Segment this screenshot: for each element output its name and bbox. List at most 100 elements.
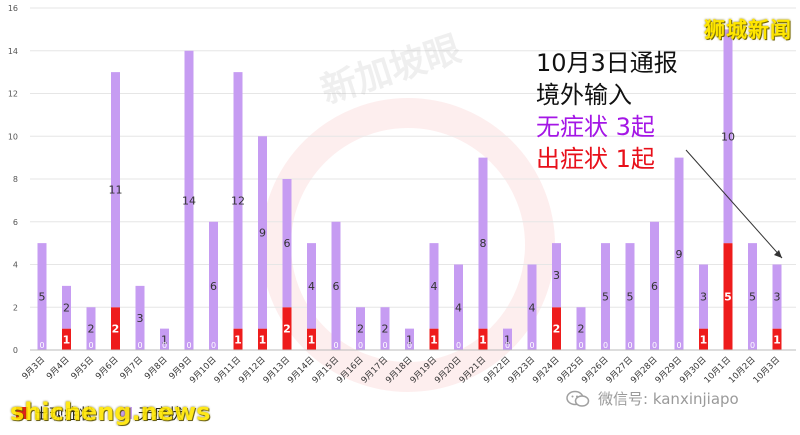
data-label-asymptomatic: 3 xyxy=(774,291,781,304)
zero-label: 0 xyxy=(382,341,387,350)
data-label-symptomatic: 1 xyxy=(63,333,71,346)
bar-asymptomatic xyxy=(674,157,684,350)
data-label-asymptomatic: 5 xyxy=(602,291,609,304)
bar-symptomatic xyxy=(282,307,292,350)
data-label-asymptomatic: 2 xyxy=(88,323,95,336)
data-label-symptomatic: 2 xyxy=(283,323,291,336)
bar-asymptomatic xyxy=(331,221,341,350)
legend-item-symptomatic: 出现症状 xyxy=(16,403,94,424)
data-label-asymptomatic: 3 xyxy=(137,312,144,325)
data-label-asymptomatic: 2 xyxy=(357,323,364,336)
data-label-asymptomatic: 1 xyxy=(504,333,511,346)
data-label-asymptomatic: 6 xyxy=(651,280,658,293)
data-label-asymptomatic: 4 xyxy=(431,280,438,293)
data-label-symptomatic: 2 xyxy=(112,323,120,336)
data-label-asymptomatic: 14 xyxy=(182,194,196,207)
zero-label: 0 xyxy=(652,341,657,350)
zero-label: 0 xyxy=(578,341,583,350)
brand-logo-top: 狮城新闻 xyxy=(704,18,792,42)
x-tick-label: 9月7日 xyxy=(118,355,145,382)
bar-asymptomatic xyxy=(552,243,561,308)
bar-asymptomatic xyxy=(258,136,267,329)
data-label-symptomatic: 1 xyxy=(234,333,242,346)
bar-asymptomatic xyxy=(429,243,439,329)
bar-asymptomatic xyxy=(503,328,512,350)
zero-label: 0 xyxy=(358,341,363,350)
data-label-symptomatic: 2 xyxy=(553,323,561,336)
bar-asymptomatic xyxy=(601,243,610,350)
data-label-asymptomatic: 4 xyxy=(308,280,315,293)
data-label-asymptomatic: 1 xyxy=(161,333,168,346)
data-label-symptomatic: 1 xyxy=(700,333,708,346)
y-tick-label: 8 xyxy=(13,175,18,184)
bar-asymptomatic xyxy=(86,307,96,350)
zero-label: 0 xyxy=(750,341,755,350)
x-tick-label: 10月3日 xyxy=(752,355,783,386)
bar-asymptomatic xyxy=(650,221,659,350)
y-tick-label: 14 xyxy=(8,47,18,56)
bar-asymptomatic xyxy=(233,72,243,329)
legend-label-symptomatic: 出现症状 xyxy=(34,404,95,423)
bar-asymptomatic xyxy=(723,29,733,244)
bar-asymptomatic xyxy=(37,243,47,350)
bar-asymptomatic xyxy=(282,179,292,308)
zero-label: 0 xyxy=(186,341,191,350)
bar-asymptomatic xyxy=(160,328,169,350)
legend: 出现症状 无症状 xyxy=(16,401,209,425)
zero-label: 0 xyxy=(407,341,412,350)
data-label-asymptomatic: 5 xyxy=(39,291,46,304)
bar-asymptomatic xyxy=(380,307,390,350)
y-tick-label: 12 xyxy=(8,90,18,99)
bar-symptomatic xyxy=(478,328,488,350)
callout-arrow-head xyxy=(774,250,782,258)
zero-label: 0 xyxy=(676,341,681,350)
data-label-asymptomatic: 2 xyxy=(578,323,585,336)
y-tick-label: 16 xyxy=(8,4,18,13)
callout-line-3: 无症状 3起 xyxy=(536,113,655,141)
data-label-symptomatic: 1 xyxy=(259,333,267,346)
x-tick-label: 9月8日 xyxy=(143,355,170,382)
legend-label-asymptomatic: 无症状 xyxy=(138,404,184,423)
bar-asymptomatic xyxy=(62,285,71,329)
zero-label: 0 xyxy=(333,341,338,350)
bar-symptomatic xyxy=(111,307,120,350)
data-label-asymptomatic: 12 xyxy=(231,194,245,207)
callout-line-2: 境外输入 xyxy=(536,81,632,109)
data-label-asymptomatic: 1 xyxy=(406,333,413,346)
data-label-asymptomatic: 6 xyxy=(210,280,217,293)
footer-brand-logo: shicheng.news xyxy=(10,398,211,426)
data-label-asymptomatic: 2 xyxy=(382,323,389,336)
zero-label: 0 xyxy=(137,341,142,350)
bar-asymptomatic xyxy=(699,264,708,329)
data-label-asymptomatic: 9 xyxy=(259,226,266,239)
legend-swatch-symptomatic xyxy=(16,407,28,419)
zero-label: 0 xyxy=(162,341,167,350)
zero-label: 0 xyxy=(529,341,534,350)
bar-asymptomatic xyxy=(135,285,145,350)
bar-asymptomatic xyxy=(527,264,537,350)
data-label-asymptomatic: 6 xyxy=(284,237,291,250)
callout-line-1: 10月3日通报 xyxy=(536,49,678,77)
zero-label: 0 xyxy=(603,341,608,350)
data-label-asymptomatic: 5 xyxy=(749,291,756,304)
y-tick-label: 2 xyxy=(13,303,18,312)
watermark-circle xyxy=(261,98,555,392)
data-label-asymptomatic: 3 xyxy=(553,269,560,282)
bar-asymptomatic xyxy=(454,264,463,350)
bar-asymptomatic xyxy=(772,264,782,329)
bar-symptomatic xyxy=(429,328,439,350)
y-tick-label: 6 xyxy=(13,218,18,227)
data-label-asymptomatic: 3 xyxy=(700,291,707,304)
wechat-label: 微信号: kanxinjiapo xyxy=(598,390,739,408)
bar-symptomatic xyxy=(552,307,561,350)
bar-asymptomatic xyxy=(307,243,316,329)
zero-label: 0 xyxy=(39,341,44,350)
bar-symptomatic xyxy=(723,243,733,350)
data-label-asymptomatic: 6 xyxy=(333,280,340,293)
data-label-symptomatic: 1 xyxy=(773,333,781,346)
bar-asymptomatic xyxy=(478,157,488,329)
bar-asymptomatic xyxy=(576,307,586,350)
y-tick-label: 4 xyxy=(13,261,18,270)
bar-symptomatic xyxy=(62,328,71,350)
